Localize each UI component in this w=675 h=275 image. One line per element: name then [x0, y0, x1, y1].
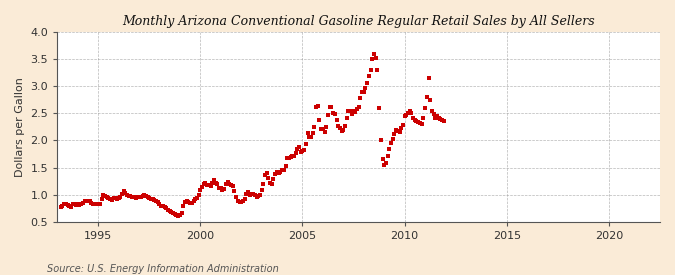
Text: Source: U.S. Energy Information Administration: Source: U.S. Energy Information Administ… [47, 264, 279, 274]
Y-axis label: Dollars per Gallon: Dollars per Gallon [15, 77, 25, 177]
Title: Monthly Arizona Conventional Gasoline Regular Retail Sales by All Sellers: Monthly Arizona Conventional Gasoline Re… [122, 15, 595, 28]
